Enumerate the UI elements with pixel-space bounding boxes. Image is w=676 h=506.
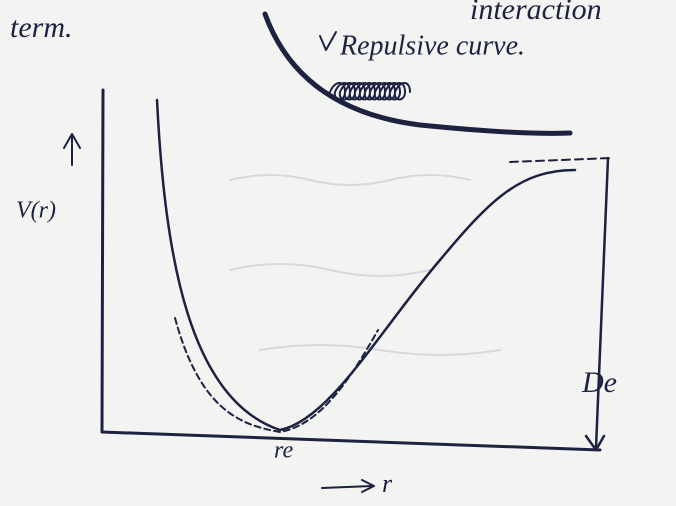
note-text: interaction [470,0,602,26]
x-axis-label: r [382,469,393,498]
note-text: term. [10,11,73,44]
depth-label: De [581,366,617,399]
note-text: Repulsive curve. [339,30,525,61]
sketch: term. interaction Repulsive curve. V(r) … [0,0,676,506]
minimum-label: re [274,438,293,464]
y-axis-label: V(r) [16,198,56,224]
page: {"notes": {"top_left": "term.", "top_rig… [0,0,676,506]
